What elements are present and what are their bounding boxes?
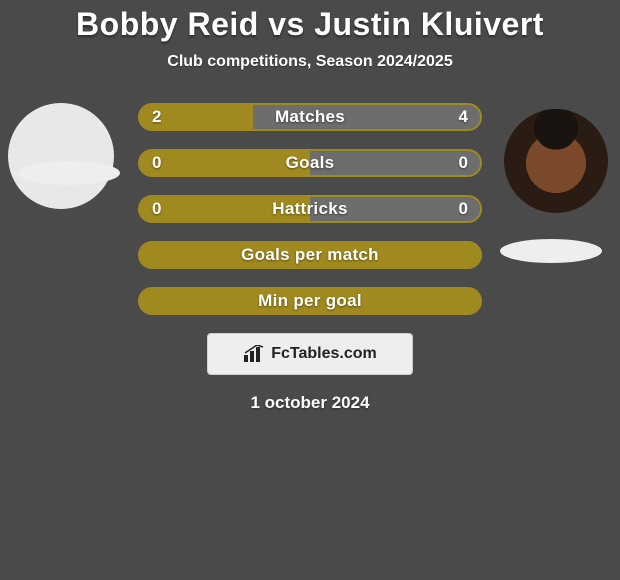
- footer-brand-card: FcTables.com: [207, 333, 413, 375]
- page-subtitle: Club competitions, Season 2024/2025: [0, 53, 620, 71]
- stat-value-right: 4: [459, 105, 468, 129]
- stat-label: Min per goal: [140, 289, 480, 313]
- footer-date: 1 october 2024: [0, 393, 620, 413]
- stat-value-left: 2: [152, 105, 161, 129]
- stat-label: Matches: [140, 105, 480, 129]
- footer-brand-text: FcTables.com: [271, 345, 377, 363]
- stat-label: Goals: [140, 151, 480, 175]
- player-left-badge: [18, 161, 120, 185]
- stat-label: Goals per match: [140, 243, 480, 267]
- stat-row: Hattricks0 0: [138, 195, 482, 223]
- stat-row: Min per goal: [138, 287, 482, 315]
- player-right-photo: [504, 109, 608, 213]
- stat-value-right: 0: [459, 197, 468, 221]
- stat-label: Hattricks: [140, 197, 480, 221]
- stat-row: Goals0 0: [138, 149, 482, 177]
- stat-row: Matches2 4: [138, 103, 482, 131]
- stat-value-left: 0: [152, 197, 161, 221]
- stat-value-right: 0: [459, 151, 468, 175]
- player-right-badge: [500, 239, 602, 263]
- comparison-content: Matches24Goals00Hattricks00Goals per mat…: [0, 103, 620, 413]
- stat-value-left: 0: [152, 151, 161, 175]
- player-left-avatar: [8, 103, 114, 209]
- bar-chart-icon: [243, 345, 265, 363]
- stat-bars: Matches24Goals00Hattricks00Goals per mat…: [138, 103, 482, 315]
- page-title: Bobby Reid vs Justin Kluivert: [0, 0, 620, 43]
- stat-row: Goals per match: [138, 241, 482, 269]
- player-right-avatar: [504, 109, 608, 213]
